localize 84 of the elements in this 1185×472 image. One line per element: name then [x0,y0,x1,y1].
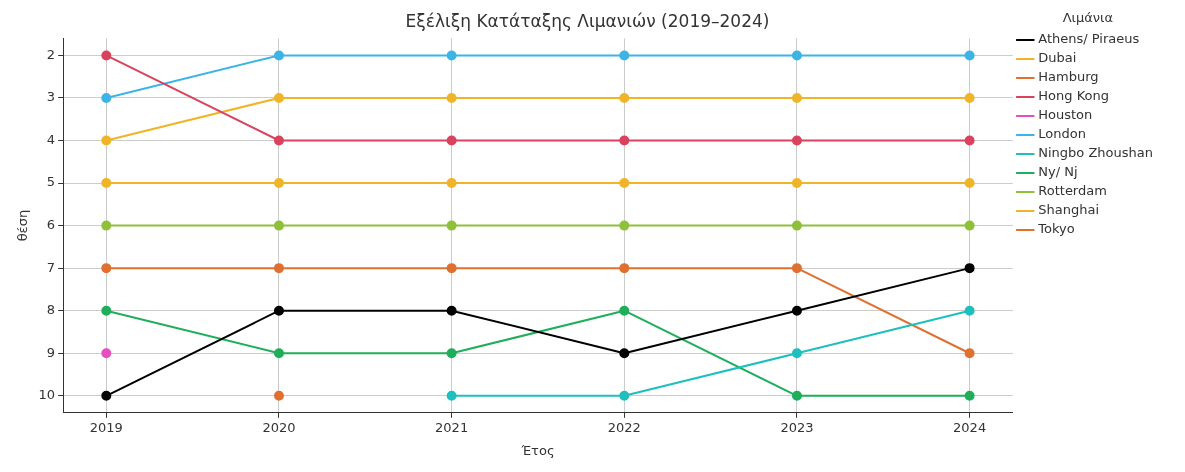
point [273,220,284,231]
y-tick-label: 6 [46,216,56,232]
point [964,390,975,401]
point [446,135,457,146]
point [964,178,975,189]
point [791,263,802,274]
legend-label: Ningbo Zhoushan [1038,145,1154,161]
point [619,135,630,146]
point [619,178,630,189]
x-tick-label: 2022 [607,419,641,435]
y-axis-title: θέση [15,209,31,242]
point [273,305,284,316]
point [101,263,112,274]
point [101,135,112,146]
point [964,348,975,359]
y-tick-label: 7 [46,259,56,275]
point [964,92,975,103]
y-tick-label: 10 [38,387,56,403]
legend-title: Λιμάνια [1062,9,1114,25]
legend-label: London [1038,126,1086,142]
point [446,348,457,359]
point [964,135,975,146]
point [273,263,284,274]
y-tick-label: 8 [46,302,56,318]
point [273,50,284,61]
point [273,348,284,359]
chart-title: Εξέλιξη Κατάταξης Λιμανιών (2019–2024) [405,10,770,31]
point [101,390,112,401]
point [273,92,284,103]
point [446,263,457,274]
point [446,220,457,231]
x-tick-label: 2024 [953,419,987,435]
point [273,390,284,401]
legend-label: Houston [1038,107,1093,123]
point [273,135,284,146]
point [619,220,630,231]
point [964,305,975,316]
point [964,263,975,274]
point [619,348,630,359]
point [446,178,457,189]
point [964,50,975,61]
point [101,178,112,189]
point [446,390,457,401]
point [791,50,802,61]
legend-label: Hong Kong [1038,88,1109,104]
point [101,348,112,359]
y-tick-label: 5 [46,174,56,190]
point [619,390,630,401]
point [619,305,630,316]
point [791,390,802,401]
point [791,135,802,146]
point [101,305,112,316]
point [446,305,457,316]
legend-label: Shanghai [1038,202,1100,218]
point [791,92,802,103]
point [619,50,630,61]
point [791,220,802,231]
point [619,263,630,274]
x-axis-title: Έτος [520,442,555,458]
legend-label: Dubai [1038,50,1077,66]
legend-label: Hamburg [1038,69,1099,85]
y-tick-label: 3 [46,89,56,105]
point [101,50,112,61]
y-tick-label: 4 [46,131,56,147]
x-tick-label: 2021 [435,419,469,435]
x-tick-label: 2019 [89,419,123,435]
point [273,178,284,189]
point [964,220,975,231]
point [791,348,802,359]
point [101,220,112,231]
legend-label: Athens/ Piraeus [1038,31,1140,47]
point [619,92,630,103]
point [446,50,457,61]
y-tick-label: 2 [46,46,56,62]
point [101,92,112,103]
x-tick-label: 2023 [780,419,814,435]
legend-label: Tokyo [1037,221,1075,237]
point [446,92,457,103]
x-tick-label: 2020 [262,419,296,435]
legend-label: Rotterdam [1038,183,1107,199]
point [791,178,802,189]
legend-label: Ny/ Nj [1038,164,1078,180]
point [791,305,802,316]
y-tick-label: 9 [46,344,56,360]
